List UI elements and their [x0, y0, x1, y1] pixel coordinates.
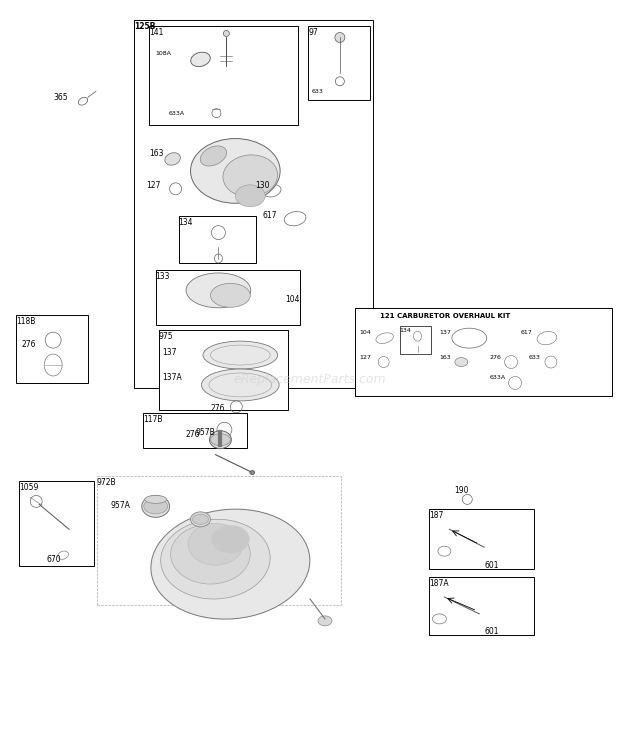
Bar	[400, 326, 432, 354]
Text: 125B: 125B	[134, 21, 155, 30]
Text: 276: 276	[489, 355, 501, 360]
Bar	[19, 482, 94, 566]
Bar	[430, 509, 534, 569]
Ellipse shape	[250, 471, 255, 474]
Text: 127: 127	[146, 181, 160, 190]
Text: 957B: 957B	[195, 428, 215, 437]
Text: 276: 276	[185, 430, 200, 439]
Ellipse shape	[335, 33, 345, 42]
Bar	[179, 215, 256, 263]
Bar	[149, 26, 298, 125]
Ellipse shape	[193, 514, 208, 525]
Text: eReplacementParts.com: eReplacementParts.com	[234, 374, 386, 386]
Bar	[16, 315, 88, 383]
Text: 276: 276	[21, 340, 36, 349]
Ellipse shape	[170, 525, 250, 584]
Bar	[355, 309, 612, 396]
Ellipse shape	[191, 53, 210, 67]
Text: 134: 134	[179, 218, 193, 226]
Text: 633: 633	[312, 90, 324, 94]
Text: 365: 365	[53, 93, 68, 102]
Ellipse shape	[318, 616, 332, 626]
Text: 130: 130	[255, 181, 270, 190]
Text: 117B: 117B	[143, 415, 162, 424]
Text: 163: 163	[440, 355, 451, 360]
Text: 187: 187	[430, 511, 444, 520]
Ellipse shape	[236, 185, 265, 206]
Ellipse shape	[210, 283, 250, 307]
Text: 190: 190	[454, 486, 469, 496]
Ellipse shape	[188, 523, 243, 565]
Text: 97: 97	[308, 27, 318, 36]
Ellipse shape	[210, 434, 231, 445]
Ellipse shape	[210, 431, 231, 448]
Bar	[143, 413, 247, 448]
Text: 137: 137	[162, 348, 177, 357]
Text: 121 CARBURETOR OVERHAUL KIT: 121 CARBURETOR OVERHAUL KIT	[379, 313, 510, 319]
Ellipse shape	[455, 357, 467, 366]
Text: 137A: 137A	[162, 373, 182, 382]
Text: 601: 601	[484, 627, 498, 636]
Ellipse shape	[190, 512, 210, 527]
Text: 187A: 187A	[430, 579, 449, 588]
Ellipse shape	[186, 273, 250, 308]
Ellipse shape	[165, 152, 180, 165]
Text: 134: 134	[400, 328, 412, 333]
Text: 633: 633	[529, 355, 541, 360]
Text: 617: 617	[262, 211, 277, 220]
Ellipse shape	[203, 341, 278, 369]
Ellipse shape	[144, 499, 167, 514]
Bar	[430, 577, 534, 635]
Ellipse shape	[223, 155, 278, 197]
Text: 633A: 633A	[489, 375, 505, 380]
Text: 617: 617	[521, 330, 533, 335]
Text: 633A: 633A	[169, 111, 185, 116]
Ellipse shape	[142, 496, 170, 517]
Text: 601: 601	[484, 561, 498, 570]
Ellipse shape	[144, 496, 167, 503]
Text: 670: 670	[46, 555, 61, 564]
Ellipse shape	[200, 146, 227, 166]
Text: 975: 975	[159, 332, 174, 341]
Ellipse shape	[151, 509, 310, 619]
Text: 118B: 118B	[16, 317, 36, 326]
Text: 127: 127	[360, 355, 371, 360]
Text: 104: 104	[285, 295, 299, 304]
Bar	[308, 26, 370, 100]
Ellipse shape	[211, 525, 249, 554]
Text: 141: 141	[149, 27, 163, 36]
Ellipse shape	[202, 369, 279, 401]
Text: 137: 137	[440, 330, 451, 335]
Ellipse shape	[223, 30, 229, 36]
Ellipse shape	[161, 519, 270, 599]
Text: 104: 104	[360, 330, 371, 335]
Text: 957A: 957A	[111, 502, 131, 511]
Text: 972B: 972B	[97, 477, 117, 486]
Bar	[159, 330, 288, 410]
Bar	[156, 270, 300, 325]
Text: 163: 163	[149, 149, 163, 158]
Text: 133: 133	[156, 272, 171, 281]
Bar	[97, 476, 341, 605]
Text: 276: 276	[210, 404, 225, 413]
Text: 108A: 108A	[156, 52, 172, 56]
Ellipse shape	[190, 138, 280, 204]
Bar	[134, 19, 373, 388]
Text: 1059: 1059	[19, 483, 38, 493]
